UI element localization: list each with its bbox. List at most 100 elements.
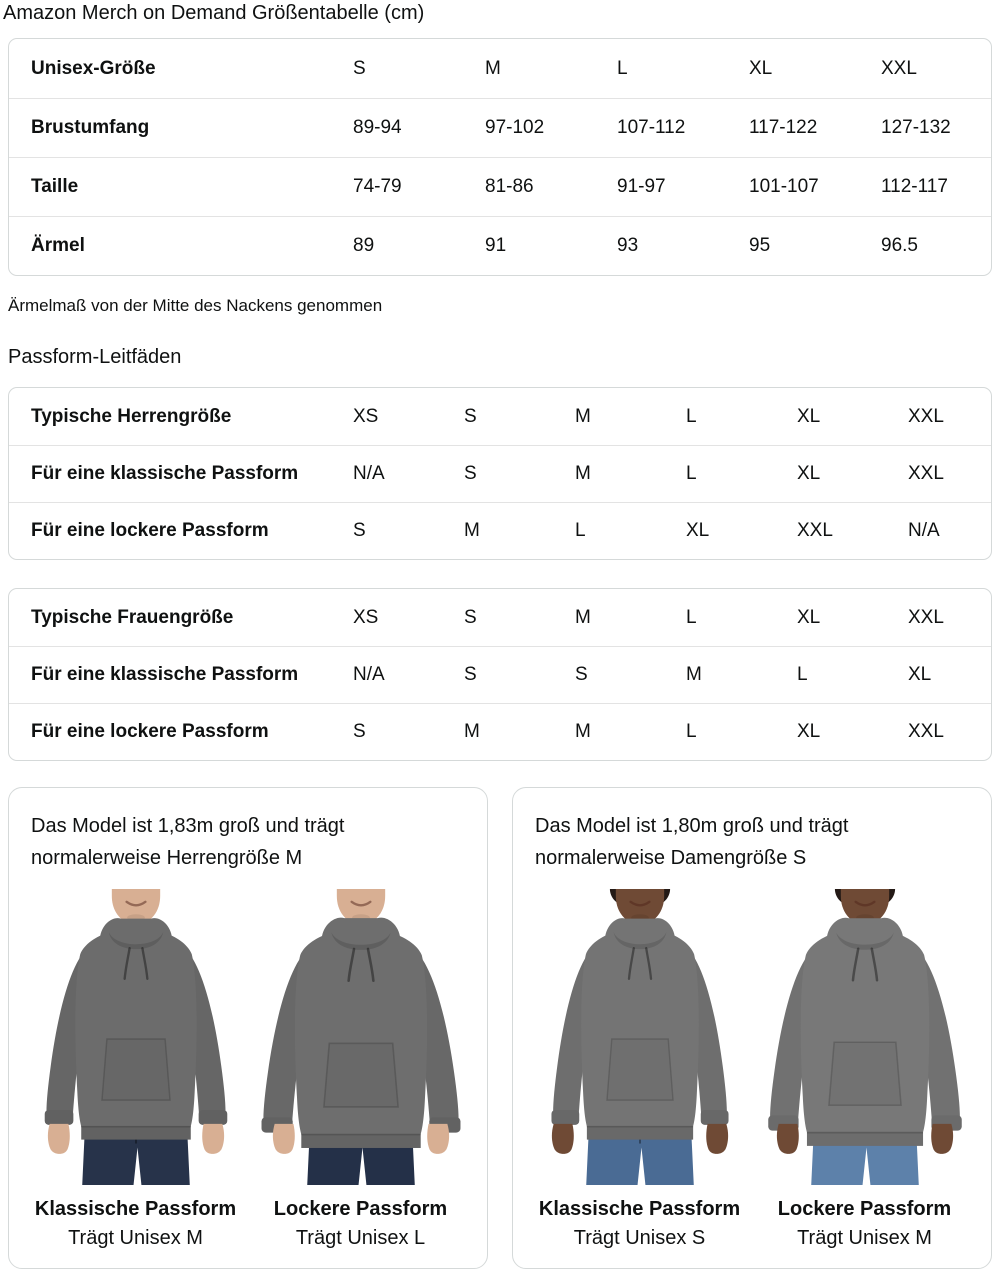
women-fit-example-card: Das Model ist 1,80m groß und trägt norma… (512, 787, 992, 1269)
row-label: Für eine lockere Passform (31, 520, 269, 541)
female-model-loose-fit-photo: Lockere Passform Trägt Unisex M (752, 886, 977, 1250)
table-row: Für eine lockere Passform S M L XL XXL N… (9, 502, 991, 559)
model-caption: Klassische Passform Trägt Unisex M (35, 1188, 236, 1250)
size-cell: XL (797, 405, 821, 427)
model-description: Das Model ist 1,80m groß und trägt norma… (535, 815, 849, 869)
table-row: Brustumfang 89-94 97-102 107-112 117-122… (9, 98, 991, 157)
row-label: Für eine klassische Passform (31, 463, 299, 484)
size-cell: M (575, 463, 591, 484)
size-cell: 96.5 (881, 235, 918, 256)
row-label: Für eine lockere Passform (31, 721, 269, 742)
fit-guides-heading: Passform-Leitfäden (8, 346, 182, 368)
table-row: Unisex-Größe S M L XL XXL (9, 39, 991, 98)
fit-example-cards: Das Model ist 1,83m groß und trägt norma… (8, 787, 992, 1269)
worn-size-label: Trägt Unisex S (573, 1227, 706, 1249)
size-cell: S (353, 57, 366, 79)
size-cell: XXL (908, 463, 944, 484)
size-cell: XL (749, 57, 773, 79)
size-cell: S (353, 520, 366, 541)
size-cell: XXL (881, 57, 917, 79)
row-label: Typische Herrengröße (31, 405, 232, 427)
size-cell: L (686, 721, 697, 742)
fit-type-label: Lockere Passform (777, 1198, 952, 1220)
female-model-hoodie-image (754, 886, 976, 1188)
table-row: Für eine klassische Passform N/A S S M L… (9, 646, 991, 703)
table-row: Typische Herrengröße XS S M L XL XXL (9, 388, 991, 445)
male-model-classic-fit-photo: Klassische Passform Trägt Unisex M (23, 886, 248, 1250)
row-label: Für eine klassische Passform (31, 664, 299, 685)
size-cell: L (686, 405, 697, 427)
size-cell: 74-79 (353, 176, 402, 197)
male-model-hoodie-image (250, 886, 472, 1188)
male-model-hoodie-image (25, 886, 247, 1188)
size-cell: S (464, 405, 477, 427)
table-row: Für eine lockere Passform S M M L XL XXL (9, 703, 991, 760)
size-cell: N/A (353, 463, 385, 484)
size-cell: M (575, 405, 591, 427)
model-caption: Lockere Passform Trägt Unisex L (274, 1188, 447, 1250)
size-cell: L (797, 664, 808, 685)
size-cell: XL (686, 520, 710, 541)
size-cell: M (575, 606, 591, 628)
size-cell: 89 (353, 235, 375, 256)
male-model-loose-fit-photo: Lockere Passform Trägt Unisex L (248, 886, 473, 1250)
model-photos-row: Klassische Passform Trägt Unisex S Locke… (527, 886, 977, 1250)
size-cell: 112-117 (881, 176, 948, 197)
size-cell: XL (797, 463, 821, 484)
size-cell: L (617, 57, 628, 79)
row-label: Unisex-Größe (31, 57, 156, 79)
size-cell: 81-86 (485, 176, 534, 197)
size-cell: S (464, 463, 477, 484)
size-cell: N/A (908, 520, 940, 541)
size-cell: 101-107 (749, 176, 819, 197)
model-caption: Lockere Passform Trägt Unisex M (778, 1188, 951, 1250)
table-row: Taille 74-79 81-86 91-97 101-107 112-117 (9, 157, 991, 216)
row-label: Typische Frauengröße (31, 606, 234, 628)
female-model-classic-fit-photo: Klassische Passform Trägt Unisex S (527, 886, 752, 1250)
size-cell: S (353, 721, 366, 742)
size-cell: XXL (908, 405, 944, 427)
size-cell: XXL (908, 606, 944, 628)
size-cell: XXL (908, 721, 944, 742)
fit-type-label: Lockere Passform (273, 1198, 448, 1220)
size-cell: M (485, 57, 501, 79)
fit-type-label: Klassische Passform (538, 1198, 741, 1220)
size-cell: 117-122 (749, 117, 818, 138)
sleeve-measure-note: Ärmelmaß von der Mitte des Nackens genom… (8, 296, 383, 315)
fit-type-label: Klassische Passform (34, 1198, 237, 1220)
size-cell: 95 (749, 235, 771, 256)
size-cell: S (464, 664, 477, 685)
size-cell: M (464, 721, 480, 742)
model-description: Das Model ist 1,83m groß und trägt norma… (31, 815, 345, 869)
worn-size-label: Trägt Unisex L (295, 1227, 426, 1249)
size-cell: 89-94 (353, 117, 402, 138)
worn-size-label: Trägt Unisex M (68, 1227, 203, 1249)
table-row: Typische Frauengröße XS S M L XL XXL (9, 589, 991, 646)
size-cell: 97-102 (485, 117, 545, 138)
model-caption: Klassische Passform Trägt Unisex S (539, 1188, 740, 1250)
size-cell: L (575, 520, 586, 541)
size-cell: M (686, 664, 702, 685)
women-fit-table: Typische Frauengröße XS S M L XL XXL Für… (8, 588, 992, 761)
model-photos-row: Klassische Passform Trägt Unisex M Locke… (23, 886, 473, 1250)
size-cell: L (686, 606, 697, 628)
size-cell: 91 (485, 235, 507, 256)
size-cell: XL (797, 721, 821, 742)
size-cell: M (464, 520, 480, 541)
size-cell: 93 (617, 235, 639, 256)
size-cell: 91-97 (617, 176, 666, 197)
size-cell: N/A (353, 664, 385, 685)
unisex-size-table: Unisex-Größe S M L XL XXL Brustumfang 89… (8, 38, 992, 276)
size-cell: XS (353, 405, 379, 427)
size-cell: XL (797, 606, 821, 628)
size-cell: M (575, 721, 591, 742)
row-label: Taille (31, 176, 79, 197)
size-cell: 127-132 (881, 117, 951, 138)
table-row: Für eine klassische Passform N/A S M L X… (9, 445, 991, 502)
men-fit-example-card: Das Model ist 1,83m groß und trägt norma… (8, 787, 488, 1269)
men-fit-table: Typische Herrengröße XS S M L XL XXL Für… (8, 387, 992, 560)
page-title: Amazon Merch on Demand Größentabelle (cm… (3, 2, 425, 24)
size-cell: XL (908, 664, 932, 685)
size-cell: S (464, 606, 477, 628)
